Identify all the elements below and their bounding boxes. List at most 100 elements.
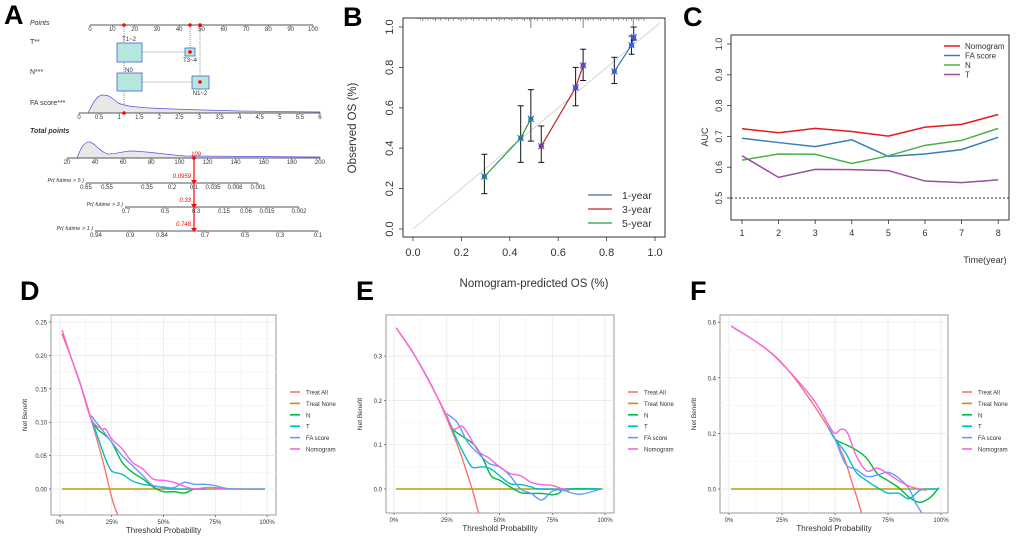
panel-label-e: E — [356, 276, 374, 306]
pr3-tick-label: 0.06 — [240, 209, 252, 215]
y-tick-label: 0.0 — [384, 221, 396, 236]
legend-label: FA score — [306, 436, 330, 442]
legend-label: Treat None — [306, 402, 336, 408]
pr3-tick-label: 0.3 — [192, 209, 201, 215]
x-tick-label: 4 — [849, 228, 854, 238]
prediction-rug — [417, 18, 645, 28]
auc-line-T — [741, 155, 999, 184]
y-axis-label: Net Benefit — [22, 399, 29, 431]
x-tick-label: 25% — [106, 520, 119, 526]
x-tick-label: 100% — [597, 518, 613, 524]
fa-tick-label: 3 — [198, 115, 202, 121]
y-tick-label: 0.4 — [708, 376, 717, 382]
x-tick-label: 25% — [441, 518, 454, 524]
legend-label: Nomogram — [644, 448, 674, 454]
panel-label-a: A — [4, 0, 24, 30]
legend-label: Nomogram — [965, 42, 1005, 51]
fa-tick-label: 1 — [117, 115, 121, 121]
total-points-value: 109 — [191, 152, 202, 158]
y-tick-label: 0.2 — [374, 399, 383, 405]
y-tick-label: 0.7 — [714, 130, 724, 143]
legend-label: Nomogram — [306, 448, 336, 454]
y-axis-label: Net Benefit — [357, 398, 364, 430]
y-tick-label: 0.3 — [374, 355, 383, 361]
x-tick-label: 50% — [829, 518, 842, 524]
calibration-cross — [630, 33, 638, 41]
pr5-tick-label: 0.008 — [227, 185, 243, 191]
legend-label: T — [965, 71, 970, 80]
total-tick-label: 40 — [92, 160, 99, 166]
x-tick-label: 0% — [56, 520, 65, 526]
total-points-density — [76, 141, 321, 159]
legend-label: N — [306, 413, 310, 419]
pr5-tick-label: 0.65 — [80, 185, 92, 191]
total-tick-label: 80 — [148, 160, 155, 166]
pr5-value: 0.0959 — [173, 174, 192, 180]
t-level-label: T1~2 — [122, 37, 137, 43]
fa-selected-marker — [122, 111, 126, 115]
x-tick-label: 75% — [546, 518, 559, 524]
plot-frame — [402, 17, 666, 238]
net-benefit-curve-fa-score — [446, 413, 601, 501]
pr1-tick-label: 0.3 — [276, 233, 285, 239]
auc-line-FA score — [741, 136, 999, 158]
calibration-cross — [610, 68, 618, 75]
legend-label: Treat All — [644, 391, 666, 397]
pr1-value: 0.748 — [176, 222, 192, 228]
pr1-arrow — [191, 228, 197, 232]
points-tick-label: 0 — [88, 27, 92, 33]
auc-line-Nomogram — [741, 113, 999, 137]
row-label-points: Points — [30, 20, 50, 27]
points-tick-label: 90 — [287, 27, 294, 33]
y-tick-label: 0.8 — [714, 99, 724, 112]
legend-label: Treat None — [978, 402, 1008, 408]
points-tick-label: 20 — [131, 27, 138, 33]
points-tick-label: 70 — [243, 27, 250, 33]
x-tick-label: 2 — [776, 228, 781, 238]
y-tick-label: 0.20 — [35, 354, 47, 360]
x-tick-label: 100% — [933, 518, 949, 524]
pr1-tick-label: 0.5 — [241, 233, 250, 239]
panel-label-f: F — [690, 276, 707, 306]
row-label-n: N*** — [30, 69, 44, 76]
x-tick-label: 50% — [493, 518, 506, 524]
y-tick-label: 0.15 — [35, 387, 47, 393]
x-tick-label: 0% — [390, 518, 399, 524]
pr3-tick-label: 0.002 — [291, 209, 307, 215]
x-tick-label: 50% — [157, 520, 170, 526]
row-label-t: T** — [30, 39, 40, 46]
pr3-tick-label: 0.015 — [259, 209, 275, 215]
fa-tick-label: 6 — [318, 115, 322, 121]
n-box-level1 — [116, 72, 143, 92]
plot-frame — [719, 314, 949, 514]
legend-label: FA score — [965, 52, 997, 61]
calibration-cross — [527, 115, 535, 123]
total-tick-label: 100 — [174, 160, 185, 166]
x-tick-label: 8 — [996, 228, 1001, 238]
panel-label-d: D — [20, 276, 40, 306]
n-selected-marker — [198, 80, 202, 84]
t-level-label: T3~4 — [183, 58, 198, 64]
fa-score-density — [87, 94, 321, 114]
legend-label: 1-year — [622, 190, 652, 202]
legend-label: T — [644, 425, 648, 431]
calibration-cross — [517, 134, 525, 142]
pr1-tick-label: 0.94 — [90, 233, 102, 239]
x-tick-label: 1 — [739, 228, 744, 238]
calibration-line-5-year — [483, 118, 532, 177]
net-benefit-curve-nomogram — [61, 329, 226, 490]
points-marker — [198, 23, 202, 27]
total-tick-label: 160 — [259, 160, 270, 166]
fa-tick-label: 0.5 — [95, 115, 104, 121]
net-benefit-curve-t — [90, 418, 205, 490]
pr1-tick-label: 0.84 — [156, 233, 168, 239]
points-tick-label: 50 — [198, 27, 205, 33]
x-tick-label: 75% — [209, 520, 222, 526]
row-label-fa-score: FA score*** — [30, 100, 66, 107]
fa-tick-label: 5 — [278, 115, 282, 121]
x-tick-label: 25% — [776, 518, 789, 524]
legend-label: N — [978, 413, 982, 419]
panel-f-dca: 0.0 0.2 0.4 0.6 0% 25% 50% 75% 100% Threshold Pro… — [691, 314, 1008, 533]
